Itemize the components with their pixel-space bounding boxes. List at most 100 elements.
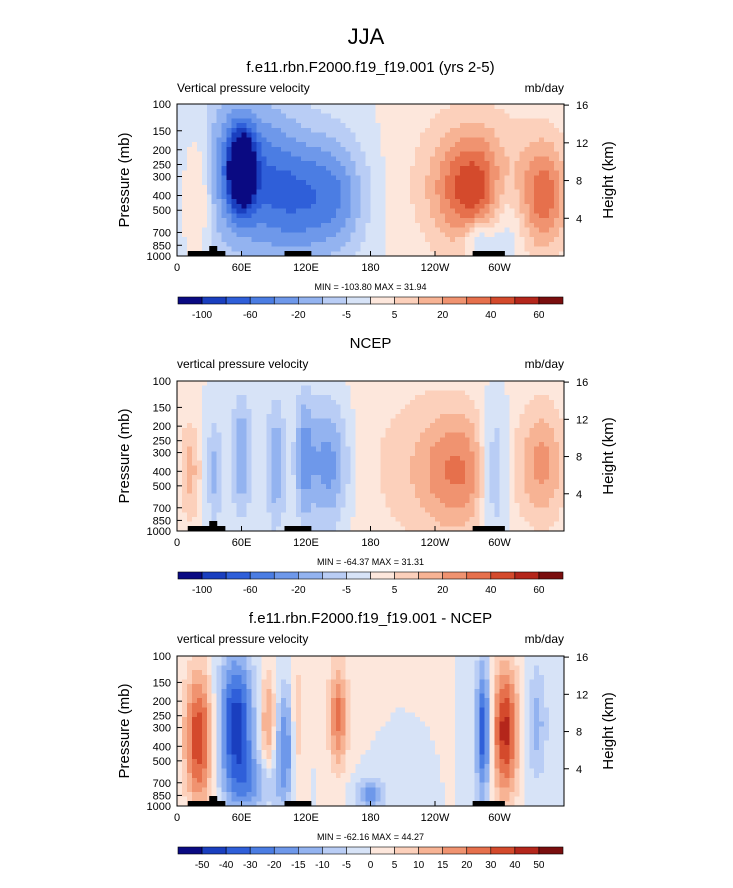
panel-3-colorbar-label: 40 bbox=[509, 860, 521, 871]
panel-3-y-tick-label: 400 bbox=[153, 741, 171, 753]
panel-3-ylabel: Pressure (mb) bbox=[116, 683, 133, 778]
panel-3-colorbar-label: 10 bbox=[413, 860, 425, 871]
panel-3-y-tick-label: 100 bbox=[153, 651, 171, 663]
panel-1-ylabel: Pressure (mb) bbox=[116, 132, 133, 227]
panel-2-right-tick-label: 4 bbox=[576, 489, 582, 501]
panel-3-colorbar-box bbox=[346, 846, 371, 855]
panel-1-colorbar-box bbox=[466, 296, 492, 305]
panel-2-y-tick-label: 400 bbox=[153, 466, 171, 478]
panel-1-colorbar-box bbox=[418, 296, 443, 305]
panel-3-colorbar-label: 5 bbox=[392, 860, 398, 871]
panel-2-colorbar-box bbox=[298, 571, 323, 580]
panel-2-colorbar-box bbox=[442, 571, 468, 580]
panel-3-colorbar-box bbox=[201, 846, 227, 855]
panel-2-colorbar-box bbox=[346, 571, 371, 580]
panel-3-y-tick-label: 850 bbox=[153, 790, 171, 802]
panel-3-y-tick-label: 1000 bbox=[147, 801, 171, 813]
panel-1-topography bbox=[284, 251, 312, 256]
panel-2-colorbar-label: -100 bbox=[192, 585, 212, 596]
panel-3-y-tick-label: 500 bbox=[153, 756, 171, 768]
panel-2-colorbar-label: -5 bbox=[342, 585, 351, 596]
panel-2-colorbar-label: 5 bbox=[392, 585, 398, 596]
panel-2-min-max: MIN = -64.37 MAX = 31.31 bbox=[317, 557, 424, 567]
panel-2-right-tick-label: 8 bbox=[576, 452, 582, 464]
panel-1-x-tick-label: 60E bbox=[232, 262, 252, 274]
panel-2-y-tick-label: 850 bbox=[153, 515, 171, 527]
panel-3-right-label: mb/day bbox=[525, 632, 564, 646]
panel-1-right-tick-label: 8 bbox=[576, 176, 582, 188]
panel-2-colorbar-label: 20 bbox=[437, 585, 449, 596]
panel-1-colorbar-box bbox=[177, 296, 203, 305]
panel-2-ylabel: Pressure (mb) bbox=[116, 408, 133, 503]
panel-3-colorbar-label: 50 bbox=[533, 860, 545, 871]
panel-2-y-tick-label: 700 bbox=[153, 503, 171, 515]
panel-2-colorbar-box bbox=[490, 571, 516, 580]
panel-2-x-tick-label: 120E bbox=[293, 537, 319, 549]
panel-2-title: NCEP bbox=[350, 335, 392, 352]
panel-2-colorbar-label: -60 bbox=[243, 585, 258, 596]
panel-1-colorbar-box bbox=[442, 296, 468, 305]
panel-1-colorbar-box bbox=[298, 296, 323, 305]
panel-3-topography bbox=[187, 801, 226, 806]
panel-3-colorbar-box bbox=[538, 846, 564, 855]
panel-2-colorbar-box bbox=[466, 571, 492, 580]
panel-2-y-tick-label: 200 bbox=[153, 421, 171, 433]
panel-3-colorbar-label: -20 bbox=[267, 860, 282, 871]
panel-3-colorbar-box bbox=[273, 846, 299, 855]
panel-1-min-max: MIN = -103.80 MAX = 31.94 bbox=[314, 282, 426, 292]
panel-1-topography bbox=[187, 251, 226, 256]
panel-3-colorbar-box bbox=[514, 846, 540, 855]
panel-1-x-tick-label: 60W bbox=[488, 262, 511, 274]
panel-1-colorbar-label: -60 bbox=[243, 310, 258, 321]
panel-3-x-tick-label: 60E bbox=[232, 812, 252, 824]
panel-2-colorbar-box bbox=[394, 571, 419, 580]
panel-2-x-tick-label: 0 bbox=[174, 537, 180, 549]
panel-3-colorbar-label: -30 bbox=[243, 860, 258, 871]
panel-3: f.e11.rbn.F2000.f19_f19.001 - NCEP vertic… bbox=[116, 610, 617, 871]
panel-1-colorbar-label: 60 bbox=[533, 310, 545, 321]
panel-3-x-tick-label: 120E bbox=[293, 812, 319, 824]
panel-3-colorbar-label: 15 bbox=[437, 860, 449, 871]
panel-2-colorbar-box bbox=[249, 571, 275, 580]
panel-1-colorbar-box bbox=[346, 296, 371, 305]
panel-3-y-tick-label: 250 bbox=[153, 711, 171, 723]
panel-2-colorbar-box bbox=[418, 571, 443, 580]
panel-2-y-tick-label: 300 bbox=[153, 448, 171, 460]
panel-3-y-tick-label: 200 bbox=[153, 696, 171, 708]
panel-3-x-tick-label: 60W bbox=[488, 812, 511, 824]
panel-1-y-tick-label: 100 bbox=[153, 99, 171, 111]
panel-1-x-tick-label: 180 bbox=[361, 262, 379, 274]
panel-1-y-tick-label: 700 bbox=[153, 227, 171, 239]
panel-1-colorbar-label: -100 bbox=[192, 310, 212, 321]
panel-1-colorbar-box bbox=[514, 296, 540, 305]
panel-2-right-tick-label: 16 bbox=[576, 377, 588, 389]
panel-2-y-tick-label: 500 bbox=[153, 481, 171, 493]
panel-2-right-tick-label: 12 bbox=[576, 414, 588, 426]
panel-3-colorbar-box bbox=[298, 846, 323, 855]
panel-1-right-tick-label: 12 bbox=[576, 138, 588, 150]
panel-3-min-max: MIN = -62.16 MAX = 44.27 bbox=[317, 832, 424, 842]
panel-3-colorbar-label: -40 bbox=[219, 860, 234, 871]
panel-2-topography bbox=[472, 526, 505, 531]
panel-2-x-tick-label: 60E bbox=[232, 537, 252, 549]
panel-3-title: f.e11.rbn.F2000.f19_f19.001 - NCEP bbox=[249, 610, 492, 627]
panel-2-colorbar-box bbox=[177, 571, 203, 580]
panel-2-x-tick-label: 120W bbox=[421, 537, 450, 549]
panel-1-field bbox=[177, 104, 565, 257]
panel-3-colorbar-box bbox=[370, 846, 395, 855]
panel-2-colorbar-box bbox=[201, 571, 227, 580]
panel-2-colorbar-label: -20 bbox=[291, 585, 306, 596]
panel-3-y-tick-label: 700 bbox=[153, 778, 171, 790]
panel-2-topography bbox=[187, 526, 226, 531]
panel-1-y-tick-label: 200 bbox=[153, 145, 171, 157]
panel-3-colorbar-box bbox=[394, 846, 419, 855]
panel-1-left-label: Vertical pressure velocity bbox=[177, 81, 310, 95]
panel-3-colorbar-box bbox=[225, 846, 251, 855]
panel-2-x-tick-label: 60W bbox=[488, 537, 511, 549]
panel-3-colorbar-box bbox=[418, 846, 443, 855]
panel-3-colorbar-label: -15 bbox=[291, 860, 306, 871]
panel-2-colorbar-box bbox=[273, 571, 299, 580]
panel-1-x-tick-label: 120W bbox=[421, 262, 450, 274]
panel-2-y-tick-label: 100 bbox=[153, 376, 171, 388]
